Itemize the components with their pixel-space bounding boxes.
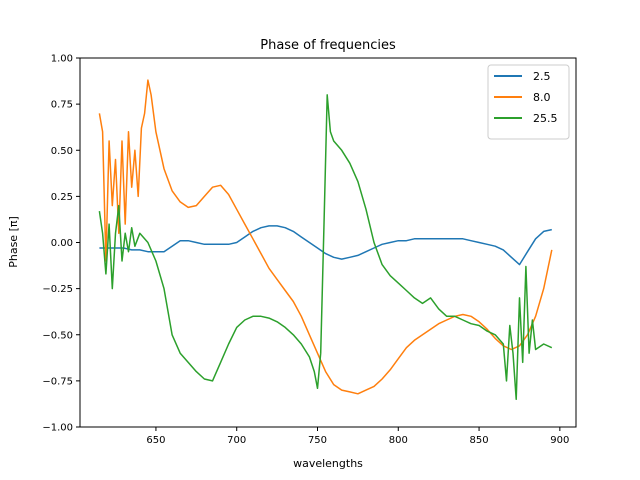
x-tick-label: 800 bbox=[389, 435, 408, 446]
y-tick-label: 0.50 bbox=[51, 146, 73, 157]
x-axis-label: wavelengths bbox=[293, 457, 363, 470]
x-tick-label: 750 bbox=[308, 435, 327, 446]
y-tick-label: 0.75 bbox=[51, 100, 73, 111]
x-tick-label: 700 bbox=[227, 435, 246, 446]
y-tick-label: −0.75 bbox=[42, 376, 73, 387]
y-tick-label: −0.25 bbox=[42, 284, 73, 295]
chart-title: Phase of frequencies bbox=[260, 38, 396, 53]
y-tick-label: 0.00 bbox=[51, 238, 73, 249]
legend-label: 8.0 bbox=[533, 91, 551, 104]
series-line-2.5 bbox=[99, 225, 552, 266]
x-tick-label: 650 bbox=[146, 435, 165, 446]
series-line-25.5 bbox=[98, 94, 553, 401]
legend-box bbox=[487, 64, 570, 140]
x-tick-label: 900 bbox=[550, 435, 569, 446]
y-axis-ticks: −1.00 −0.75 −0.50 −0.25 0.00 0.25 0.50 0.75 1.00 bbox=[42, 54, 80, 434]
plot-area bbox=[98, 79, 553, 401]
y-tick-label: −1.00 bbox=[42, 423, 73, 434]
axes-frame bbox=[79, 57, 577, 428]
x-tick-label: 850 bbox=[470, 435, 489, 446]
legend: 2.5 8.0 25.5 bbox=[487, 64, 570, 140]
y-tick-label: 0.25 bbox=[51, 192, 73, 203]
legend-label: 2.5 bbox=[533, 70, 551, 83]
legend-label: 25.5 bbox=[533, 112, 558, 125]
y-tick-label: −0.50 bbox=[42, 330, 73, 341]
y-tick-label: 1.00 bbox=[51, 54, 73, 65]
series-line-8.0 bbox=[98, 79, 553, 395]
x-axis-ticks: 650 700 750 800 850 900 bbox=[146, 427, 569, 446]
y-axis-label: Phase [π] bbox=[7, 216, 20, 268]
